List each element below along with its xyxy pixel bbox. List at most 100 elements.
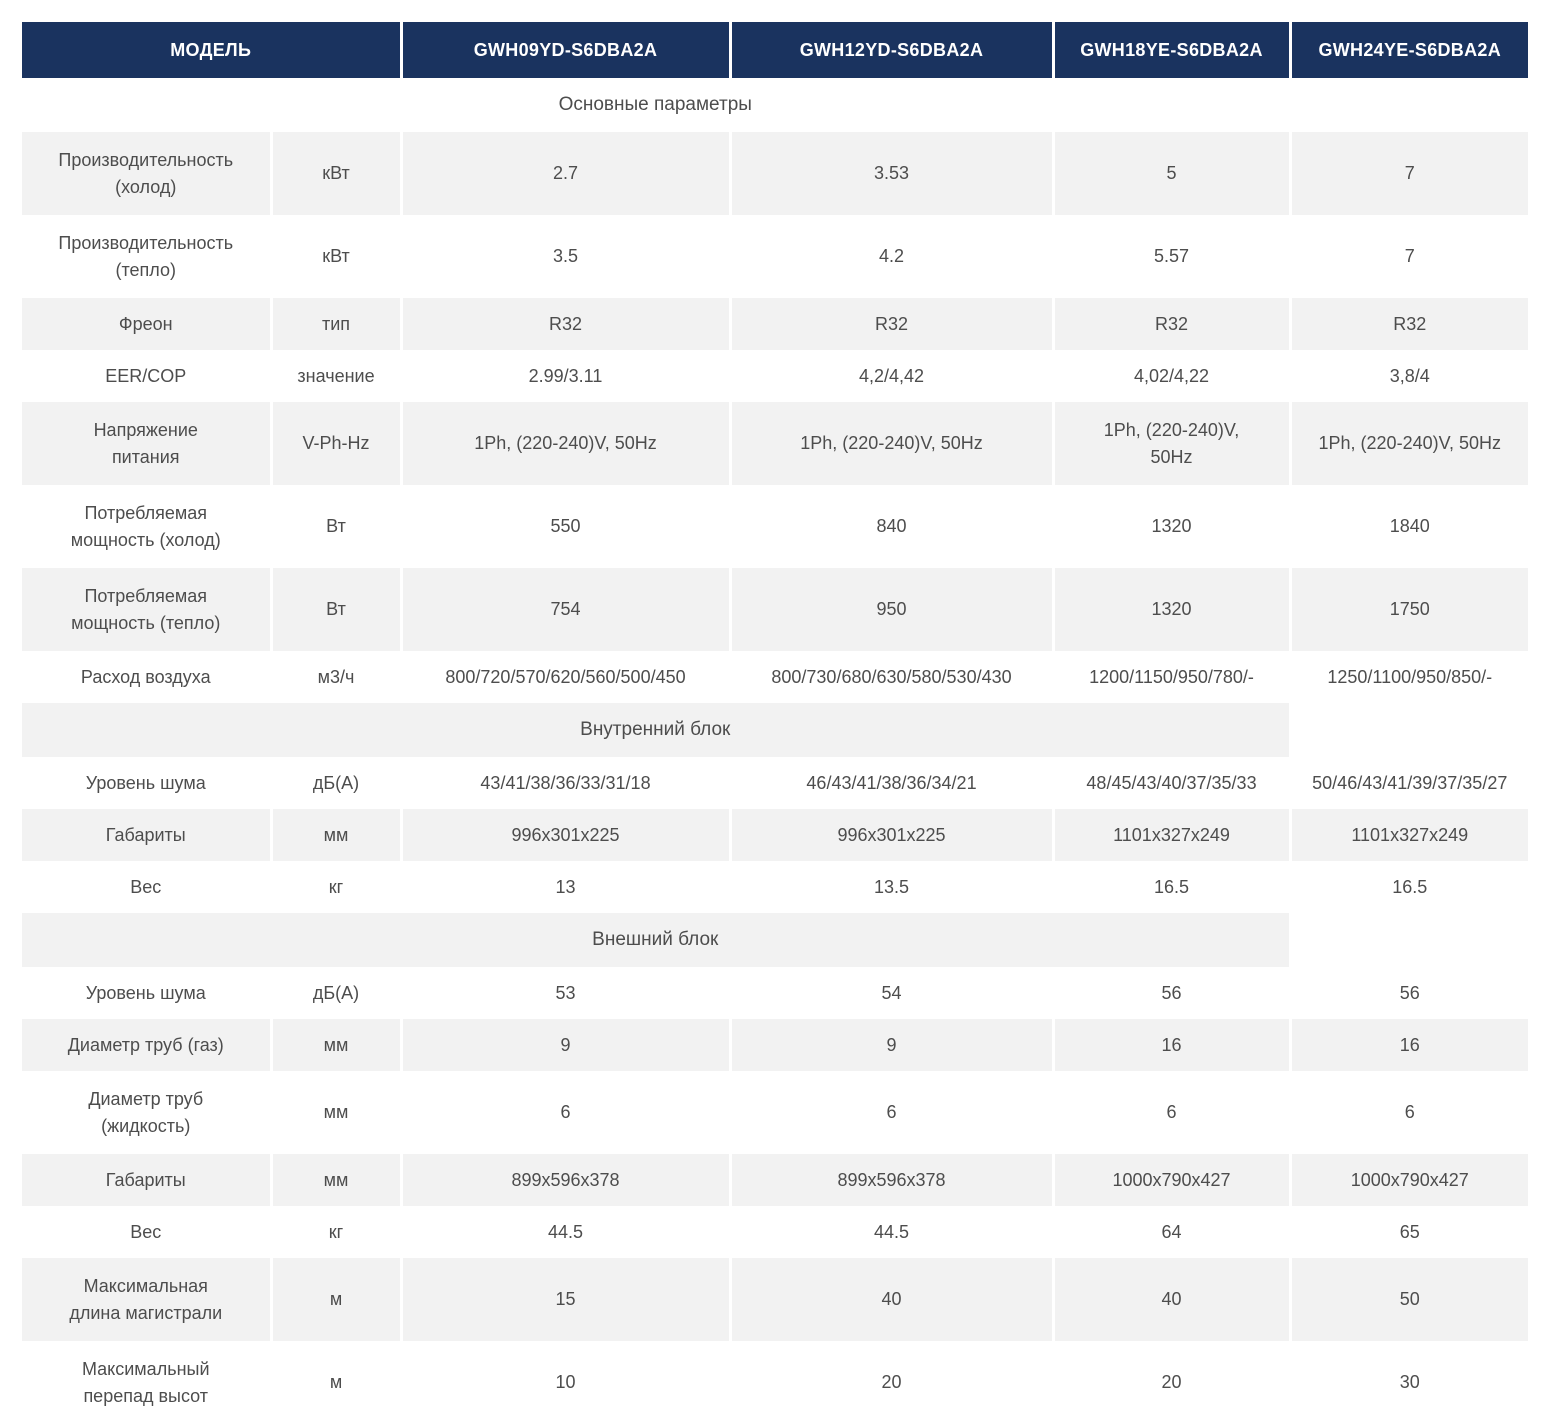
unit-cell: Вт: [271, 568, 403, 651]
table-row-noise-indoor: Уровень шума дБ(А) 43/41/38/36/33/31/18 …: [22, 757, 1528, 809]
table-row-dimensions-indoor: Габариты мм 996x301x225 996x301x225 1101…: [22, 809, 1528, 861]
value-cell: 65: [1399, 1221, 1420, 1242]
table-row-refrigerant: Фреон тип R32 R32 R32 R32: [22, 298, 1528, 350]
param-cell: Фреон: [22, 298, 273, 350]
value-cell: 16: [1053, 1019, 1292, 1071]
value-cell: 40: [730, 1258, 1055, 1341]
unit-cell: кВт: [271, 215, 403, 298]
table-row-voltage: Напряжение питания V-Ph-Hz 1Ph, (220-240…: [22, 402, 1528, 485]
value-cell: 20: [1053, 1341, 1292, 1412]
value-cell: 1200/1150/950/780/-: [1053, 651, 1292, 703]
value-cell: 1320: [1053, 568, 1292, 651]
spec-table: МОДЕЛЬ GWH09YD-S6DBA2A GWH12YD-S6DBA2A G…: [22, 22, 1528, 1412]
section-row-indoor-unit: Внутренний блок: [22, 703, 1528, 757]
table-row-power-cool: Потребляемая мощность (холод) Вт 550 840…: [22, 485, 1528, 568]
unit-cell: кг: [271, 1206, 403, 1258]
value-cell: 6: [1404, 1102, 1415, 1122]
value-cell: 950: [730, 568, 1055, 651]
value-cell: 1250/1100/950/850/-: [1327, 666, 1493, 687]
param-cell: Производительность (тепло): [22, 215, 273, 298]
value-cell: 7: [1290, 132, 1528, 215]
param-cell: Уровень шума: [22, 757, 273, 809]
value-cell: 1Ph, (220-240)V, 50Hz: [1290, 402, 1528, 485]
value-cell: 800/730/680/630/580/530/430: [730, 651, 1055, 703]
param-cell: Габариты: [22, 1154, 273, 1206]
value-cell: 899x596x378: [730, 1154, 1055, 1206]
value-cell: 43/41/38/36/33/31/18: [401, 757, 732, 809]
value-cell: 996x301x225: [730, 809, 1055, 861]
table-row-power-heat: Потребляемая мощность (тепло) Вт 754 950…: [22, 568, 1528, 651]
unit-cell: мм: [271, 1071, 403, 1154]
unit-cell: значение: [271, 350, 403, 402]
value-cell: 5: [1053, 132, 1292, 215]
value-cell: 50: [1290, 1258, 1528, 1341]
value-cell: 64: [1053, 1206, 1292, 1258]
value-cell: 30: [1399, 1372, 1420, 1392]
unit-cell: мм: [271, 1154, 403, 1206]
value-cell: R32: [1290, 298, 1528, 350]
value-cell: 1000x790x427: [1290, 1154, 1528, 1206]
unit-cell: тип: [271, 298, 403, 350]
value-cell: 840: [730, 485, 1055, 568]
value-cell: 6: [730, 1071, 1055, 1154]
unit-cell: V-Ph-Hz: [271, 402, 403, 485]
param-cell: Уровень шума: [22, 967, 273, 1019]
table-row-capacity-cool: Производительность (холод) кВт 2.7 3.53 …: [22, 132, 1528, 215]
value-cell: 13: [401, 861, 732, 913]
table-row-weight-indoor: Вес кг 13 13.5 16.5 16.5: [22, 861, 1528, 913]
table-row-weight-outdoor: Вес кг 44.5 44.5 64 65: [22, 1206, 1528, 1258]
table-row-pipe-liquid: Диаметр труб (жидкость) мм 6 6 6 6: [22, 1071, 1528, 1154]
col-header-model: МОДЕЛЬ: [22, 22, 403, 78]
value-cell: 46/43/41/38/36/34/21: [730, 757, 1055, 809]
unit-cell: мм: [271, 1019, 403, 1071]
value-cell: 13.5: [730, 861, 1055, 913]
value-cell: 3.5: [401, 215, 732, 298]
value-cell: R32: [730, 298, 1055, 350]
value-cell: 44.5: [730, 1206, 1055, 1258]
unit-cell: м3/ч: [271, 651, 403, 703]
header-row: МОДЕЛЬ GWH09YD-S6DBA2A GWH12YD-S6DBA2A G…: [22, 22, 1528, 78]
value-cell: 1101x327x249: [1290, 809, 1528, 861]
section-title: Внешний блок: [22, 913, 1292, 967]
value-cell: 1Ph, (220-240)V, 50Hz: [1053, 402, 1292, 485]
value-cell: 50/46/43/41/39/37/35/27: [1312, 772, 1508, 793]
value-cell: 7: [1404, 246, 1415, 266]
value-cell: 56: [1399, 982, 1420, 1003]
param-cell: Диаметр труб (газ): [22, 1019, 273, 1071]
param-cell: Вес: [22, 861, 273, 913]
param-cell: Габариты: [22, 809, 273, 861]
param-cell: Диаметр труб (жидкость): [22, 1071, 273, 1154]
table-row-capacity-heat: Производительность (тепло) кВт 3.5 4.2 5…: [22, 215, 1528, 298]
value-cell: 1840: [1389, 516, 1430, 536]
value-cell: 10: [401, 1341, 732, 1412]
value-cell: 3.53: [730, 132, 1055, 215]
table-row-max-pipe-length: Максимальная длина магистрали м 15 40 40…: [22, 1258, 1528, 1341]
param-cell: Вес: [22, 1206, 273, 1258]
unit-cell: Вт: [271, 485, 403, 568]
section-blank-cell: [1290, 913, 1528, 967]
section-title: Основные параметры: [22, 78, 1292, 132]
value-cell: 56: [1053, 967, 1292, 1019]
unit-cell: м: [271, 1341, 403, 1412]
value-cell: 15: [401, 1258, 732, 1341]
table-row-air-flow: Расход воздуха м3/ч 800/720/570/620/560/…: [22, 651, 1528, 703]
param-cell: Максимальный перепад высот: [22, 1341, 273, 1412]
table-row-max-height-diff: Максимальный перепад высот м 10 20 20 30: [22, 1341, 1528, 1412]
value-cell: 48/45/43/40/37/35/33: [1053, 757, 1292, 809]
value-cell: 6: [1053, 1071, 1292, 1154]
table-row-eer-cop: EER/COP значение 2.99/3.11 4,2/4,42 4,02…: [22, 350, 1528, 402]
table-row-dimensions-outdoor: Габариты мм 899x596x378 899x596x378 1000…: [22, 1154, 1528, 1206]
value-cell: 16: [1290, 1019, 1528, 1071]
unit-cell: дБ(А): [271, 967, 403, 1019]
unit-cell: м: [271, 1258, 403, 1341]
param-cell: Максимальная длина магистрали: [22, 1258, 273, 1341]
value-cell: 800/720/570/620/560/500/450: [401, 651, 732, 703]
value-cell: 53: [401, 967, 732, 1019]
section-blank-cell: [1290, 78, 1528, 132]
param-cell: EER/COP: [22, 350, 273, 402]
value-cell: 1Ph, (220-240)V, 50Hz: [730, 402, 1055, 485]
section-row-outdoor-unit: Внешний блок: [22, 913, 1528, 967]
param-cell: Производительность (холод): [22, 132, 273, 215]
col-header-gwh09: GWH09YD-S6DBA2A: [401, 22, 732, 78]
